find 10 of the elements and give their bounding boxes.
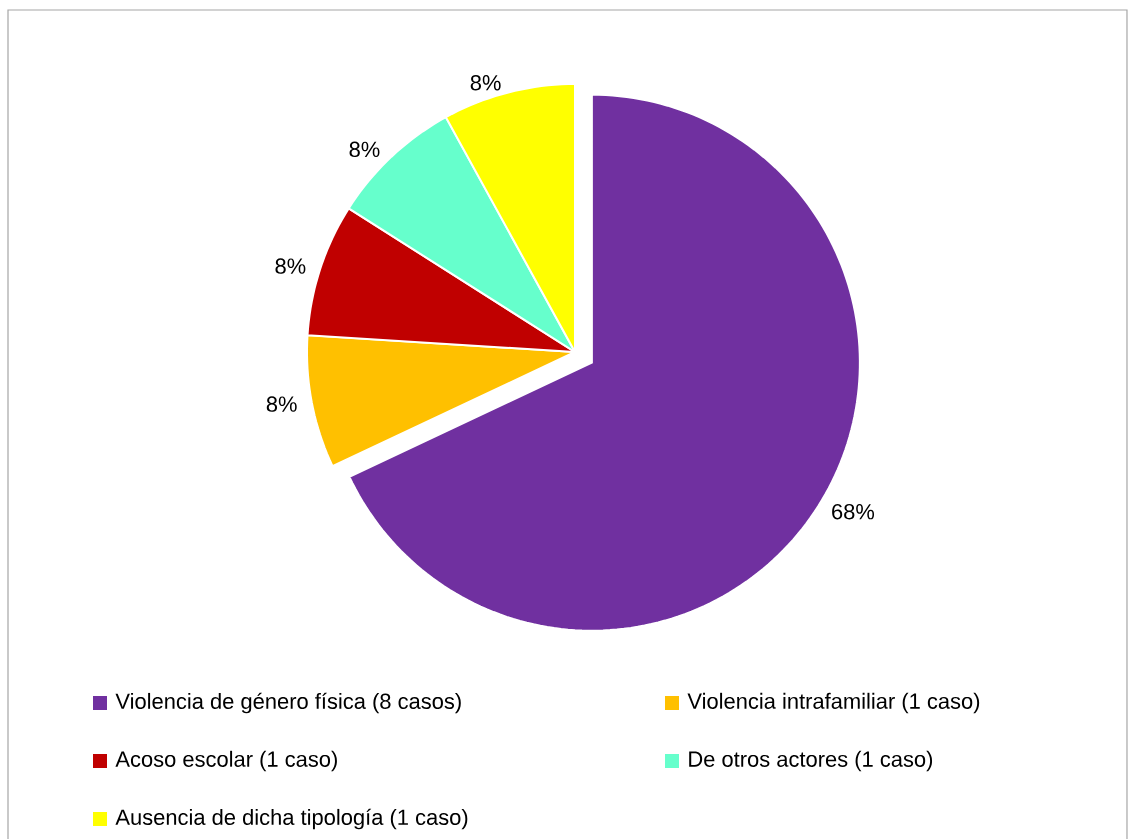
data-label: 68% [832, 503, 875, 520]
data-label: 8% [349, 141, 380, 158]
data-label: 8% [275, 258, 306, 274]
legend-label: De otros actores (1 caso) [689, 750, 933, 772]
legend-label: Ausencia de dicha tipología (1 caso) [115, 808, 468, 830]
legend-label: Violencia intrafamiliar (1 caso) [687, 692, 980, 714]
legend-label: Violencia de género física (8 casos) [115, 692, 461, 714]
data-label: 8% [470, 75, 501, 91]
data-label: 8% [266, 396, 297, 412]
legend-label: Acoso escolar (1 caso) [115, 750, 337, 772]
